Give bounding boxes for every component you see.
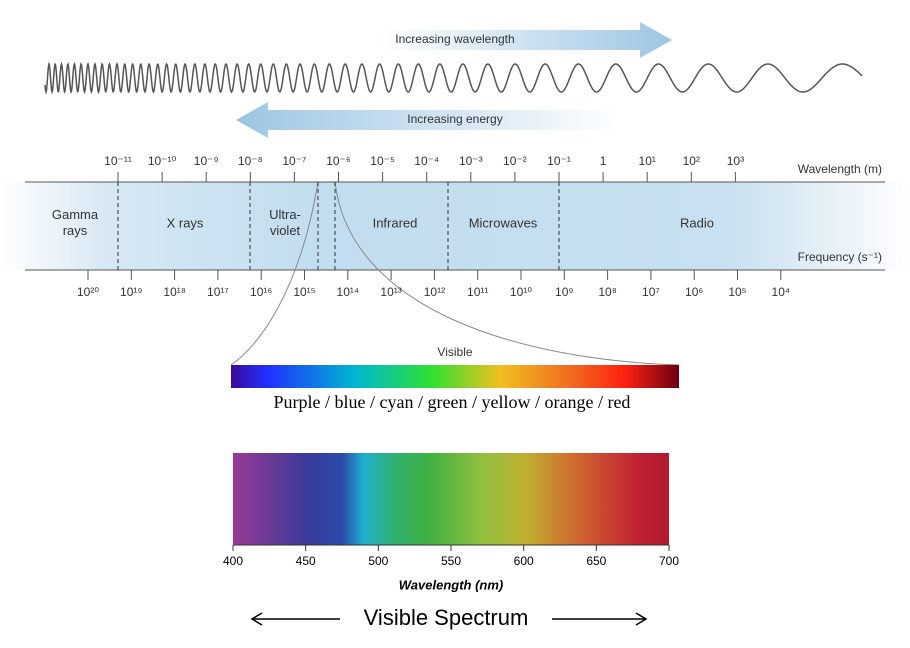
frequency-tick-label: 10¹⁰ xyxy=(510,285,532,299)
zoom-line xyxy=(334,181,680,366)
nm-tick-label: 500 xyxy=(368,554,388,568)
axis-title: Wavelength (nm) xyxy=(399,577,504,592)
wavelength-tick-label: 10⁻⁸ xyxy=(238,154,263,168)
wavelength-tick-label: 10⁻¹¹ xyxy=(104,154,132,168)
frequency-tick-label: 10⁶ xyxy=(685,285,703,299)
wavelength-tick-label: 10⁻⁴ xyxy=(414,154,439,168)
arrow-label: Increasing wavelength xyxy=(395,32,514,46)
frequency-tick-label: 10¹⁷ xyxy=(207,285,229,299)
energy-arrow xyxy=(236,102,620,138)
title-arrows xyxy=(250,612,648,626)
visible-caption: Purple / blue / cyan / green / yellow / … xyxy=(274,392,631,412)
frequency-tick-label: 10¹⁸ xyxy=(163,285,185,299)
frequency-tick-label: 10¹³ xyxy=(380,285,401,299)
arrow-label: Increasing energy xyxy=(407,112,502,126)
band-background xyxy=(0,182,910,270)
axis-title: Wavelength (m) xyxy=(798,162,882,176)
wavelength-tick-label: 10⁻¹ xyxy=(547,154,571,168)
wavelength-tick-label: 10⁻⁹ xyxy=(194,154,219,168)
nm-tick-label: 650 xyxy=(586,554,606,568)
wavelength-tick-label: 10⁻¹⁰ xyxy=(148,154,177,168)
band-label: X rays xyxy=(167,215,204,230)
wavelength-tick-label: 10⁻³ xyxy=(459,154,483,168)
nm-tick-label: 600 xyxy=(514,554,534,568)
frequency-tick-label: 10¹⁵ xyxy=(293,285,315,299)
nm-tick-label: 450 xyxy=(296,554,316,568)
frequency-tick-label: 10²⁰ xyxy=(77,285,99,299)
nm-tick-label: 550 xyxy=(441,554,461,568)
frequency-tick-label: 10⁹ xyxy=(555,285,574,299)
spectrum-title: Visible Spectrum xyxy=(364,605,529,630)
wavelength-tick-label: 10⁻² xyxy=(503,154,527,168)
wavelength-tick-label: 10⁻⁵ xyxy=(370,154,395,168)
visible-bar xyxy=(231,365,679,388)
zoom-line xyxy=(230,181,319,366)
frequency-tick-label: 10⁷ xyxy=(642,285,660,299)
spectrum-bar xyxy=(233,453,669,545)
frequency-tick-label: 10⁵ xyxy=(728,285,746,299)
band-label: Microwaves xyxy=(469,215,538,230)
wavelength-tick-label: 10¹ xyxy=(639,154,656,168)
wavelength-tick-label: 10⁻⁶ xyxy=(326,154,351,168)
band-label: Ultra-violet xyxy=(269,207,301,238)
wave xyxy=(44,61,863,95)
wavelength-tick-label: 10³ xyxy=(727,154,744,168)
frequency-tick-label: 10¹⁴ xyxy=(337,285,360,299)
band-label: Gamma rays xyxy=(52,207,99,238)
visible-label: Visible xyxy=(437,345,472,359)
wavelength-tick-label: 10² xyxy=(683,154,700,168)
wavelength-tick-label: 1 xyxy=(600,154,607,168)
wavelength-tick-label: 10⁻⁷ xyxy=(282,154,306,168)
frequency-tick-label: 10¹⁶ xyxy=(250,285,272,299)
frequency-tick-label: 10¹² xyxy=(424,285,445,299)
nm-tick-label: 700 xyxy=(659,554,679,568)
frequency-tick-label: 10⁴ xyxy=(772,285,791,299)
frequency-tick-label: 10¹⁹ xyxy=(120,285,142,299)
band-label: Infrared xyxy=(373,215,418,230)
band-label: Radio xyxy=(680,215,714,230)
wavelength-arrow xyxy=(380,22,672,58)
frequency-tick-label: 10⁸ xyxy=(598,285,616,299)
nm-tick-label: 400 xyxy=(223,554,243,568)
axis-title: Frequency (s⁻¹) xyxy=(798,250,882,264)
frequency-tick-label: 10¹¹ xyxy=(467,285,488,299)
